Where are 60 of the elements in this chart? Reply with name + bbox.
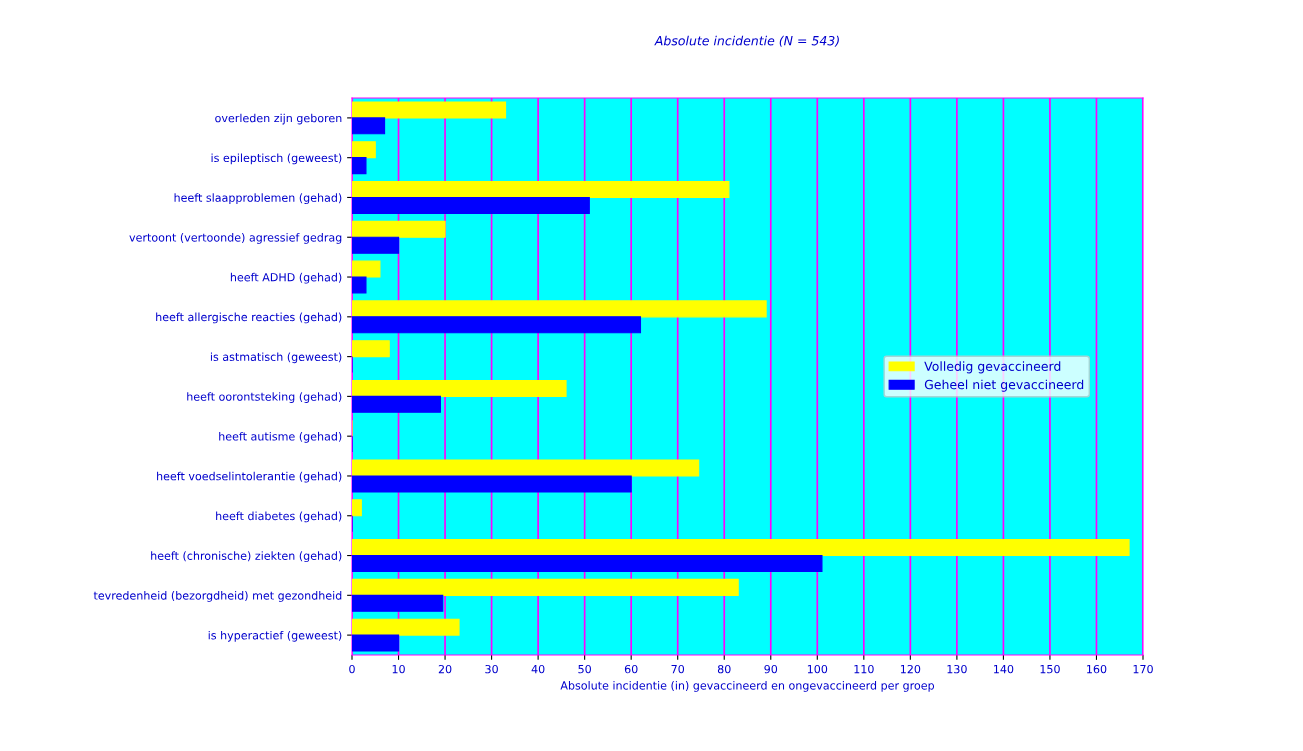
bar xyxy=(352,459,700,477)
bar xyxy=(352,101,507,119)
bar xyxy=(352,316,642,334)
y-tick-label: is hyperactief (geweest) xyxy=(208,630,342,642)
bar xyxy=(352,379,567,397)
legend-label: Geheel niet gevaccineerd xyxy=(924,379,1084,392)
x-tick-label: 100 xyxy=(807,664,828,674)
bar xyxy=(352,475,632,493)
bar xyxy=(352,395,441,413)
bar xyxy=(352,180,730,199)
bar xyxy=(352,220,446,238)
y-tick-label: heeft slaapproblemen (gehad) xyxy=(174,193,342,204)
x-tick-label: 40 xyxy=(531,664,545,674)
y-tick-label: heeft voedselintolerantie (gehad) xyxy=(157,471,342,483)
bar xyxy=(352,499,362,517)
x-tick-label: 10 xyxy=(392,664,405,674)
x-tick-label: 160 xyxy=(1087,664,1107,674)
x-tick-label: 20 xyxy=(438,664,452,674)
bar xyxy=(352,300,767,318)
x-tick-label: 140 xyxy=(994,664,1014,674)
legend-label: Volledig gevaccineerd xyxy=(924,361,1061,374)
y-tick-label: is astmatisch (geweest) xyxy=(210,352,342,364)
x-tick-label: 170 xyxy=(1133,664,1153,674)
y-tick-label: tevredenheid (bezorgdheid) met gezondheid xyxy=(93,591,342,602)
y-tick-label: heeft diabetes (gehad) xyxy=(216,511,342,523)
y-tick-label: heeft ADHD (gehad) xyxy=(230,272,342,284)
bar xyxy=(352,276,367,294)
y-tick-label: heeft autisme (gehad) xyxy=(219,431,342,443)
y-tick-label: heeft oorontsteking (gehad) xyxy=(187,392,342,403)
bar xyxy=(352,539,1130,557)
bar xyxy=(352,618,460,636)
x-tick-label: 110 xyxy=(854,664,874,674)
bar xyxy=(352,196,590,214)
bar xyxy=(352,634,400,652)
bar xyxy=(352,594,444,612)
x-tick-label: 150 xyxy=(1040,664,1060,674)
x-tick-label: 130 xyxy=(947,664,967,674)
x-tick-label: 30 xyxy=(485,664,498,674)
x-tick-label: 70 xyxy=(671,664,685,674)
bar xyxy=(352,141,376,159)
bar xyxy=(352,157,367,175)
x-axis-title: Absolute incidentie (in) gevaccineerd en ongevaccineerd per groep xyxy=(560,681,935,692)
bar xyxy=(352,260,381,278)
y-tick-label: heeft (chronische) ziekten (gehad) xyxy=(151,551,342,563)
x-tick-label: 60 xyxy=(624,664,638,674)
y-tick-label: is epileptisch (geweest) xyxy=(211,153,342,165)
x-tick-label: 0 xyxy=(349,664,355,674)
bar xyxy=(352,554,823,573)
bar xyxy=(352,340,390,358)
bar xyxy=(352,236,400,254)
y-tick-label: heeft allergische reacties (gehad) xyxy=(156,312,342,324)
x-tick-label: 80 xyxy=(717,664,731,674)
chart-title: Absolute incidentie (N = 543) xyxy=(654,35,839,47)
x-tick-label: 90 xyxy=(764,664,778,674)
x-tick-label: 120 xyxy=(900,664,921,674)
y-tick-label: overleden zijn geboren xyxy=(215,113,342,125)
y-tick-label: vertoont (vertoonde) agressief gedrag xyxy=(129,233,342,244)
x-tick-label: 50 xyxy=(578,664,591,674)
bar xyxy=(352,578,739,596)
bar xyxy=(352,117,386,135)
